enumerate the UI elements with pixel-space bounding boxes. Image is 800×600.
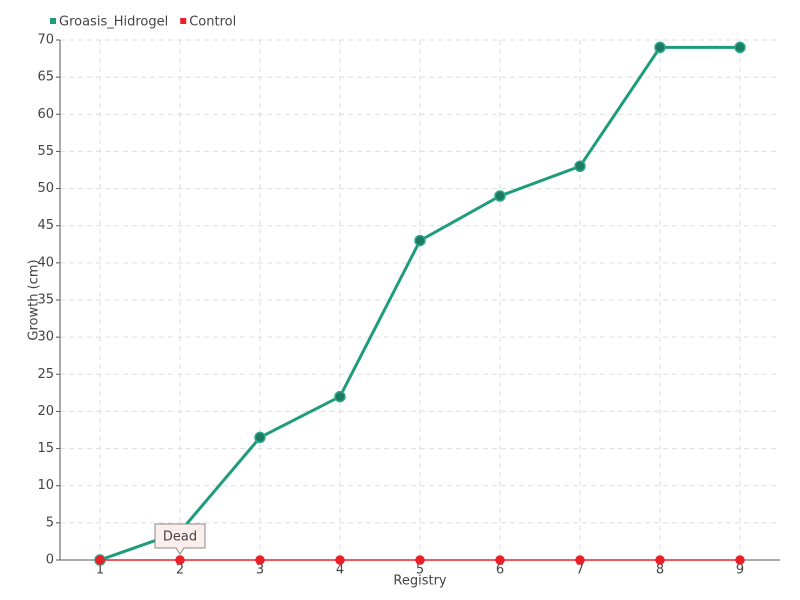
data-point — [414, 234, 426, 247]
data-point — [735, 555, 745, 565]
data-point — [574, 160, 586, 173]
data-point — [255, 555, 265, 565]
y-tick-label: 20 — [37, 404, 54, 419]
y-tick-label: 0 — [46, 553, 54, 568]
x-tick-label: 6 — [496, 563, 504, 578]
y-tick-label: 25 — [37, 367, 54, 382]
data-point — [654, 41, 666, 54]
data-point — [734, 41, 746, 54]
y-tick-label: 45 — [37, 218, 54, 233]
y-tick-label: 5 — [46, 515, 54, 530]
data-point — [334, 390, 346, 403]
legend-swatch — [180, 18, 187, 24]
x-tick-label: 3 — [256, 563, 264, 578]
y-tick-label: 35 — [37, 293, 54, 308]
data-point — [415, 555, 425, 565]
y-tick-label: 50 — [37, 181, 54, 196]
x-tick-label: 9 — [736, 563, 744, 578]
data-point — [254, 431, 266, 444]
y-tick-label: 40 — [37, 255, 54, 270]
x-tick-label: 2 — [176, 563, 184, 578]
y-axis-label: Growth (cm) — [27, 259, 42, 340]
legend-swatch — [50, 18, 56, 24]
y-tick-label: 10 — [37, 478, 54, 493]
annotation-box — [154, 523, 206, 555]
y-tick-label: 30 — [37, 330, 54, 345]
x-axis-label: Registry — [393, 574, 447, 589]
data-point — [495, 555, 505, 565]
legend-label: Control — [189, 15, 236, 30]
data-point — [655, 555, 665, 565]
annotation: Dead — [154, 523, 206, 555]
data-point — [494, 190, 506, 202]
y-tick-label: 65 — [37, 70, 54, 85]
data-point — [575, 555, 585, 565]
y-tick-label: 70 — [37, 33, 54, 48]
data-point — [95, 555, 105, 565]
x-tick-label: 5 — [416, 563, 424, 578]
y-tick-label: 55 — [37, 144, 54, 159]
annotation-text: Dead — [163, 530, 197, 545]
x-tick-label: 1 — [96, 563, 104, 578]
x-tick-label: 7 — [576, 563, 584, 578]
data-point — [175, 555, 185, 565]
data-point — [335, 555, 345, 565]
x-tick-label: 4 — [336, 563, 344, 578]
y-tick-label: 60 — [37, 107, 54, 122]
x-tick-label: 8 — [656, 563, 664, 578]
y-tick-label: 15 — [37, 441, 54, 456]
legend-label: Groasis_Hidrogel — [59, 15, 168, 30]
